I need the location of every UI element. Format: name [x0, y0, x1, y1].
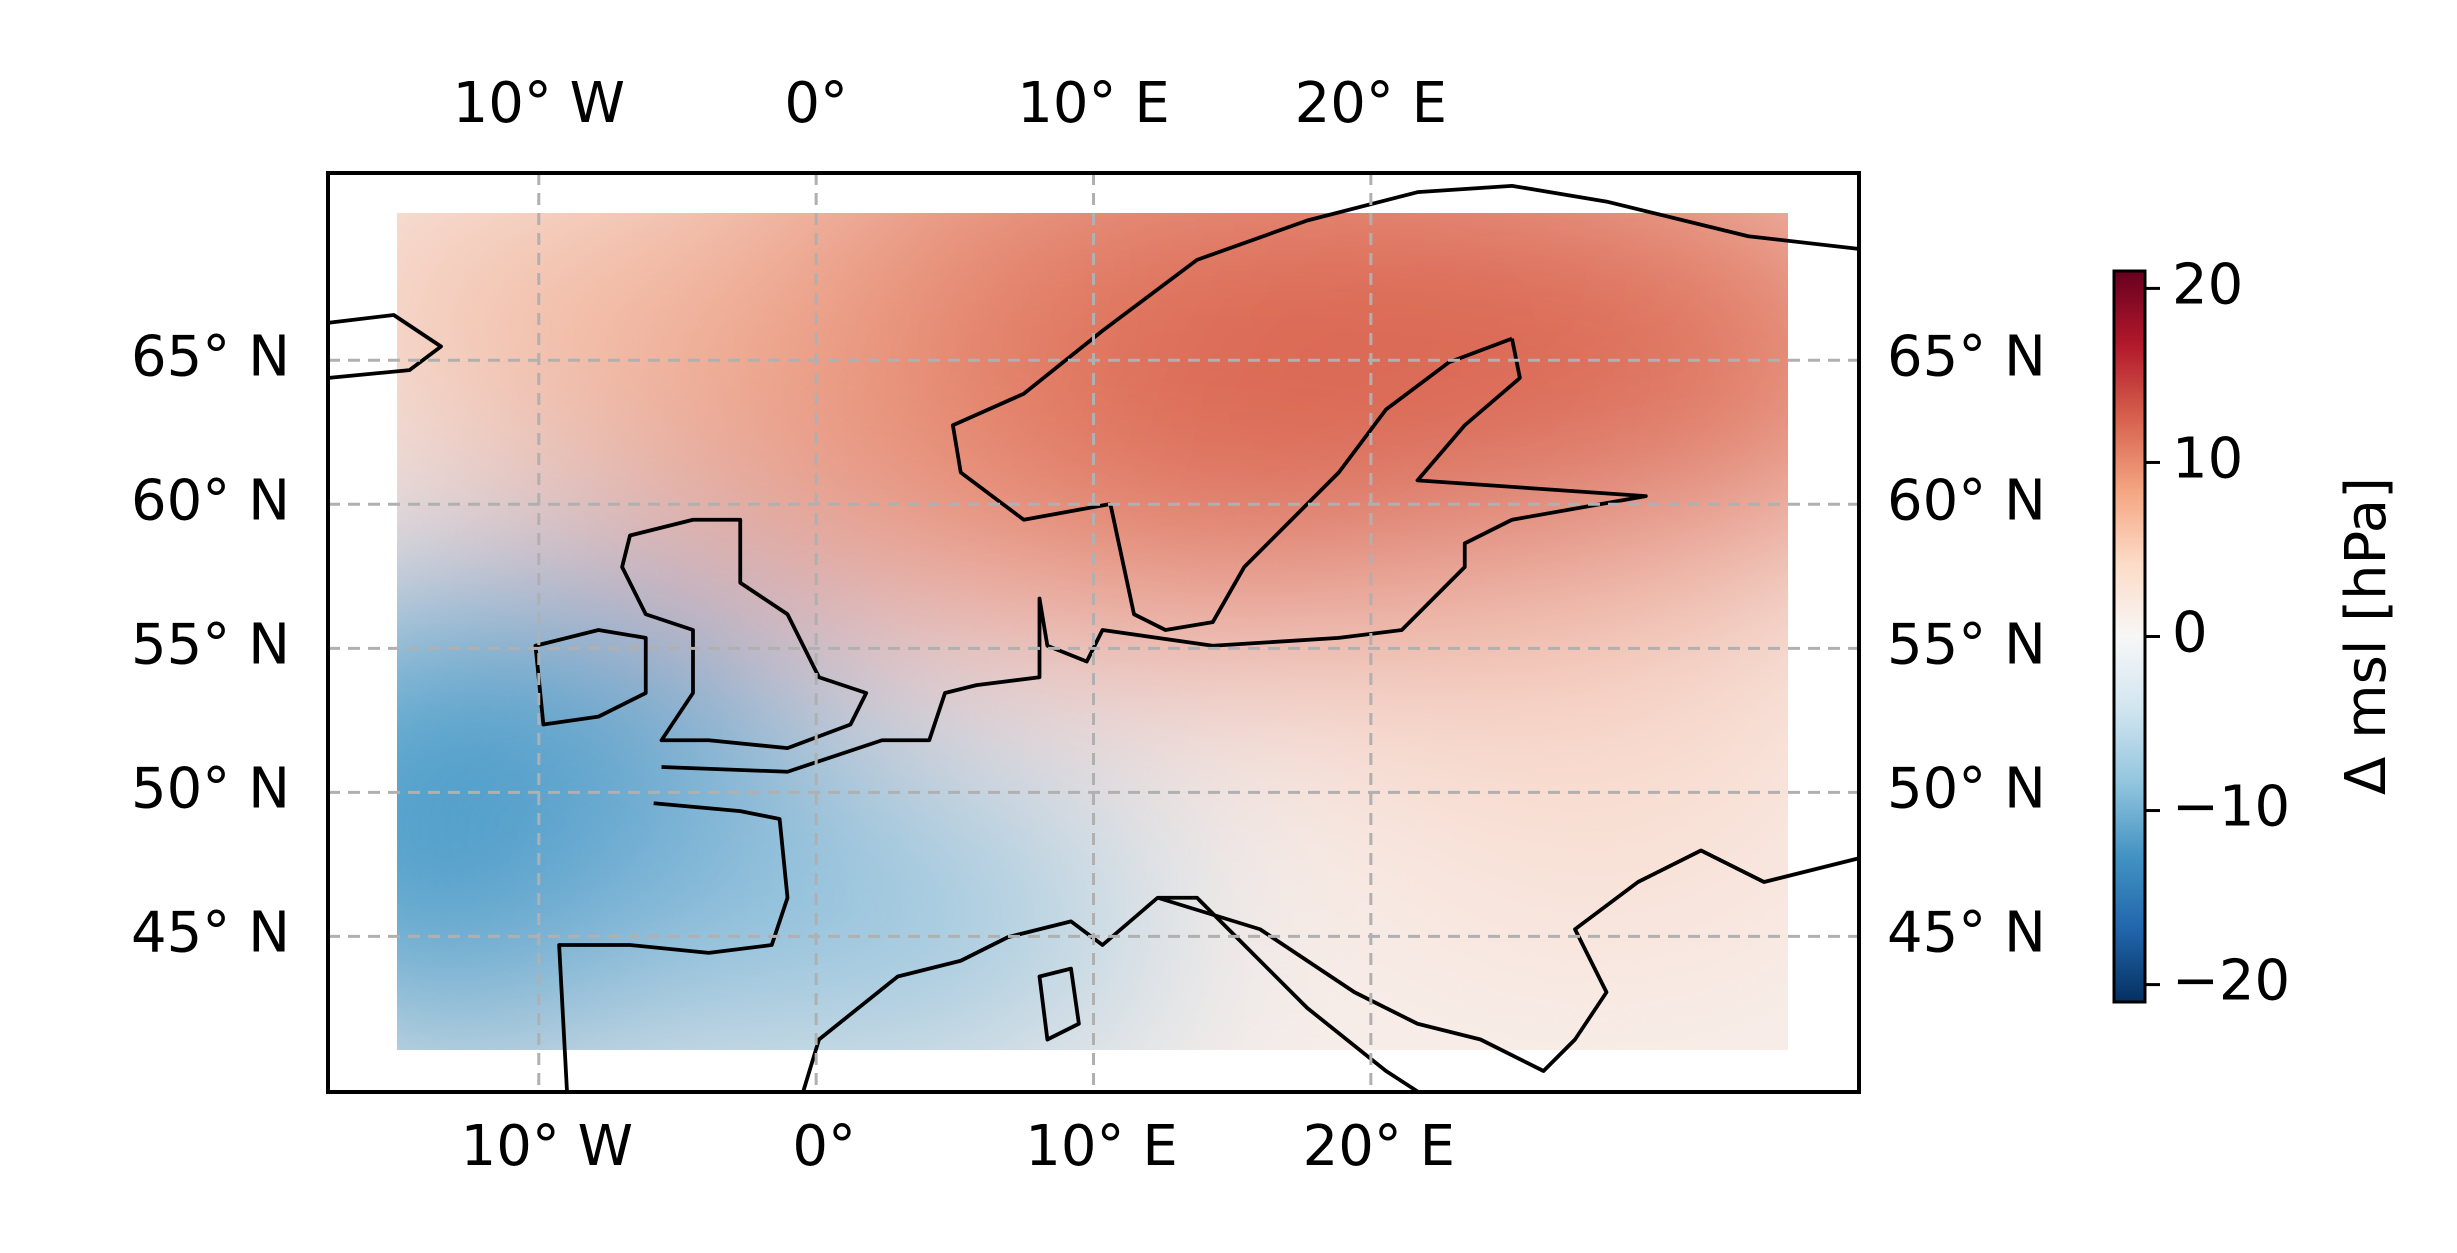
colorbar-tick-label: 0 — [2172, 601, 2208, 666]
lat-label-right: 55° N — [1887, 612, 2046, 677]
graticule — [328, 173, 1859, 1092]
colorbar-tick-label: 10 — [2172, 427, 2243, 492]
colorbar — [2112, 269, 2147, 1004]
lat-label-left: 55° N — [131, 612, 290, 677]
lon-label-bottom: 0° — [792, 1114, 856, 1179]
lat-label-right: 45° N — [1887, 901, 2046, 966]
lat-label-left: 65° N — [131, 324, 290, 389]
lon-label-top: 10° E — [1017, 71, 1169, 136]
lat-label-left: 50° N — [131, 757, 290, 822]
lon-label-top: 20° E — [1295, 71, 1447, 136]
colorbar-tick-label: −10 — [2172, 775, 2290, 840]
map-frame — [326, 171, 1861, 1094]
pressure-field — [397, 213, 1788, 1050]
colorbar-tick-label: 20 — [2172, 253, 2243, 318]
lat-label-right: 60° N — [1887, 468, 2046, 533]
lon-label-bottom: 10° W — [461, 1114, 633, 1179]
lat-label-right: 50° N — [1887, 757, 2046, 822]
colorbar-label: Δ msl [hPa] — [2334, 477, 2399, 795]
lon-label-top: 0° — [784, 71, 848, 136]
coastlines — [327, 183, 1859, 1094]
lon-label-top: 10° W — [453, 71, 625, 136]
lat-label-left: 60° N — [131, 468, 290, 533]
lon-label-bottom: 20° E — [1303, 1114, 1455, 1179]
lon-label-bottom: 10° E — [1025, 1114, 1177, 1179]
lat-label-right: 65° N — [1887, 324, 2046, 389]
lat-label-left: 45° N — [131, 901, 290, 966]
colorbar-tick-label: −20 — [2172, 949, 2290, 1014]
